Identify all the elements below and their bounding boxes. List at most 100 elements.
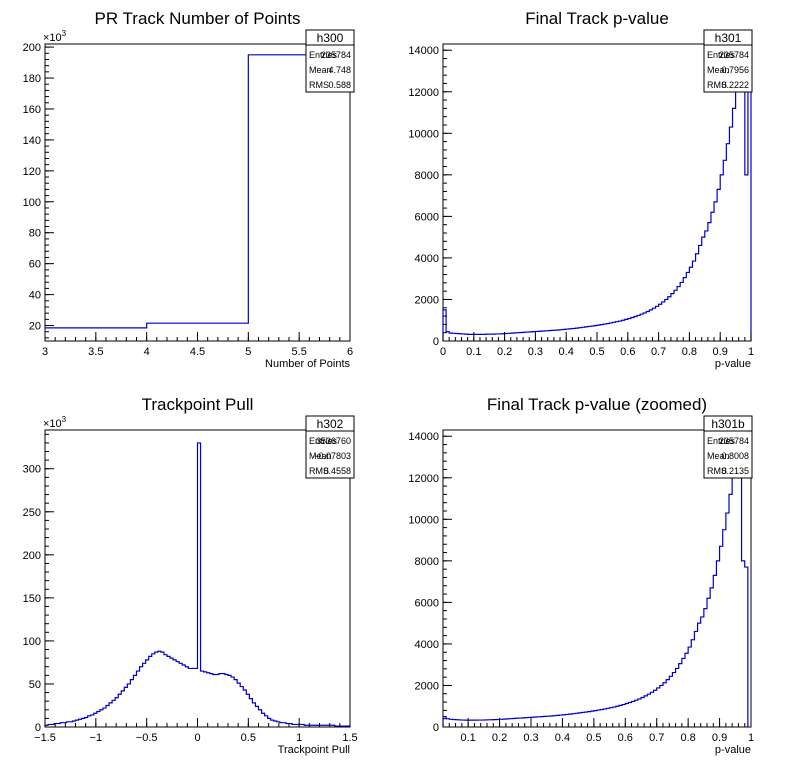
stats-value: −0.07803 <box>313 451 351 461</box>
y-tick-label: 100 <box>23 636 41 648</box>
x-tick-label: 3 <box>42 346 48 358</box>
y-tick-label: 2000 <box>415 294 439 306</box>
y-axis: 0 2000 4000 6000 8000 10000 12000 14000 <box>408 431 452 734</box>
stats-label: Mean <box>309 451 332 461</box>
x-tick-label: 0.4 <box>559 346 574 358</box>
x-axis: 3 3.5 4 4.5 5 5.5 6 <box>42 332 353 358</box>
x-tick-label: 0.5 <box>586 732 601 744</box>
x-tick-label: 0.9 <box>713 346 728 358</box>
stats-label: Entries <box>309 436 338 446</box>
y-tick-label: 14000 <box>408 431 439 443</box>
stats-value: 235784 <box>719 50 749 60</box>
plot-title: Trackpoint Pull <box>142 395 254 414</box>
x-tick-label: 3.5 <box>88 346 103 358</box>
x-tick-label: 1 <box>748 732 754 744</box>
x-tick-label: −1 <box>90 732 103 744</box>
plot-title: PR Track Number of Points <box>95 9 301 28</box>
stats-label: RMS <box>707 80 727 90</box>
x-tick-label: 1 <box>748 346 754 358</box>
y-tick-label: 50 <box>29 679 41 691</box>
y-tick-label: 160 <box>23 104 41 116</box>
y-tick-label: 10000 <box>408 514 439 526</box>
y-tick-label: 100 <box>23 197 41 209</box>
y-multiplier: ×103 <box>43 415 67 430</box>
x-axis-label: p-value <box>715 358 751 370</box>
stats-box-frame <box>305 29 355 93</box>
y-multiplier: ×103 <box>43 29 67 44</box>
x-tick-label: 0 <box>440 346 446 358</box>
histogram-line <box>45 54 350 329</box>
y-tick-label: 0 <box>433 336 439 348</box>
plot-frame <box>442 429 752 728</box>
stats-label: Entries <box>707 436 736 446</box>
histogram-line <box>442 450 749 727</box>
stats-value: 0.2222 <box>721 80 749 90</box>
histogram-line <box>44 442 351 727</box>
x-tick-label: 0.6 <box>620 346 635 358</box>
x-axis-label: Trackpoint Pull <box>278 744 350 756</box>
stats-label: RMS <box>309 466 329 476</box>
y-tick-label: 200 <box>23 550 41 562</box>
x-tick-label: 0.2 <box>497 346 512 358</box>
y-tick-label: 80 <box>29 228 41 240</box>
x-tick-label: 4.5 <box>190 346 205 358</box>
y-tick-label: 150 <box>23 593 41 605</box>
stats-label: Entries <box>309 50 338 60</box>
stats-value: 0.588 <box>328 80 351 90</box>
x-tick-label: 0.7 <box>651 346 666 358</box>
stats-label: Mean <box>309 65 332 75</box>
x-axis-label: Number of Points <box>265 358 350 370</box>
y-tick-label: 10000 <box>408 128 439 140</box>
x-tick-label: 1.5 <box>342 732 357 744</box>
x-tick-label: 1 <box>296 732 302 744</box>
y-tick-label: 12000 <box>408 87 439 99</box>
histogram-panel-h301b: Final Track p-value (zoomed) 0.1 0.2 0.3 0.4… <box>408 395 754 756</box>
y-axis: 0 50 100 150 200 250 300 <box>23 433 54 734</box>
stats-header: h302 <box>317 417 344 431</box>
stats-header: h301 <box>715 31 742 45</box>
x-tick-label: −1.5 <box>34 732 56 744</box>
x-axis: −1.5 −1 −0.5 0 0.5 1 1.5 <box>34 718 358 744</box>
x-tick-label: 0.6 <box>618 732 633 744</box>
y-tick-label: 60 <box>29 259 41 271</box>
stats-value: 235784 <box>719 436 749 446</box>
y-tick-label: 140 <box>23 135 41 147</box>
stats-value: 3536760 <box>316 436 351 446</box>
y-tick-label: 8000 <box>415 170 439 182</box>
x-axis-label: p-value <box>715 744 751 756</box>
y-tick-label: 8000 <box>415 556 439 568</box>
stats-label: Entries <box>707 50 736 60</box>
plot-title: Final Track p-value <box>525 9 669 28</box>
x-tick-label: 0.3 <box>528 346 543 358</box>
x-tick-label: 5 <box>245 346 251 358</box>
y-tick-label: 250 <box>23 507 41 519</box>
x-tick-label: 0.8 <box>680 732 695 744</box>
x-tick-label: 0.1 <box>460 732 475 744</box>
x-tick-label: 4 <box>144 346 150 358</box>
plot-title: Final Track p-value (zoomed) <box>487 395 707 414</box>
stats-value: 0.2135 <box>721 466 749 476</box>
x-tick-label: 0 <box>194 732 200 744</box>
y-tick-label: 6000 <box>415 211 439 223</box>
x-tick-label: −0.5 <box>136 732 158 744</box>
y-tick-label: 200 <box>23 42 41 54</box>
stats-header: h301b <box>711 417 745 431</box>
y-tick-label: 40 <box>29 290 41 302</box>
y-tick-label: 2000 <box>415 680 439 692</box>
stats-label: RMS <box>309 80 329 90</box>
stats-header: h300 <box>317 31 344 45</box>
plot-frame <box>44 43 351 342</box>
y-tick-label: 180 <box>23 73 41 85</box>
y-tick-label: 300 <box>23 464 41 476</box>
x-tick-label: 0.8 <box>682 346 697 358</box>
y-tick-label: 0 <box>433 722 439 734</box>
stats-label: Mean <box>707 451 730 461</box>
x-tick-label: 0.2 <box>492 732 507 744</box>
y-tick-label: 4000 <box>415 253 439 265</box>
y-axis: 20 40 60 80 100 120 140 160 180 200 <box>23 42 54 339</box>
x-tick-label: 0.1 <box>466 346 481 358</box>
y-tick-label: 6000 <box>415 597 439 609</box>
